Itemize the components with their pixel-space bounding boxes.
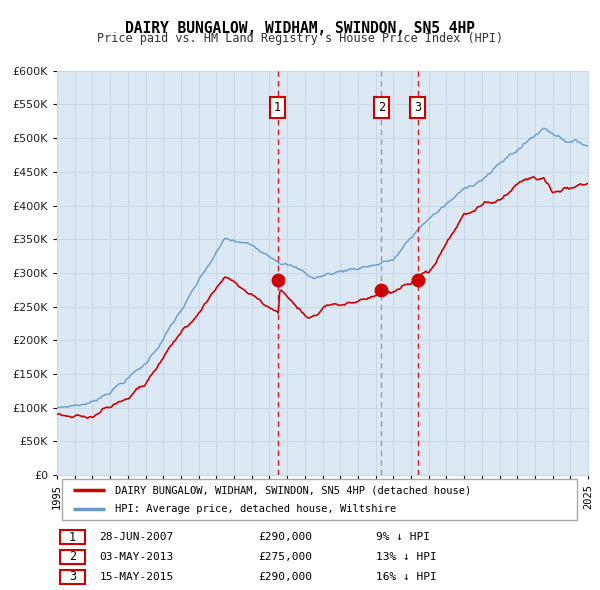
Text: £290,000: £290,000 <box>259 572 313 582</box>
Text: 16% ↓ HPI: 16% ↓ HPI <box>376 572 436 582</box>
Text: £275,000: £275,000 <box>259 552 313 562</box>
Text: 2: 2 <box>69 550 76 563</box>
Text: Price paid vs. HM Land Registry's House Price Index (HPI): Price paid vs. HM Land Registry's House … <box>97 32 503 45</box>
Text: 15-MAY-2015: 15-MAY-2015 <box>100 572 174 582</box>
FancyBboxPatch shape <box>59 550 85 564</box>
Text: 3: 3 <box>69 571 76 584</box>
Text: 1: 1 <box>274 101 281 114</box>
FancyBboxPatch shape <box>59 530 85 545</box>
Text: 9% ↓ HPI: 9% ↓ HPI <box>376 532 430 542</box>
Text: 2: 2 <box>378 101 385 114</box>
Text: 13% ↓ HPI: 13% ↓ HPI <box>376 552 436 562</box>
Text: DAIRY BUNGALOW, WIDHAM, SWINDON, SN5 4HP (detached house): DAIRY BUNGALOW, WIDHAM, SWINDON, SN5 4HP… <box>115 486 472 496</box>
Text: 03-MAY-2013: 03-MAY-2013 <box>100 552 174 562</box>
Text: 3: 3 <box>414 101 421 114</box>
FancyBboxPatch shape <box>62 478 577 520</box>
FancyBboxPatch shape <box>59 569 85 584</box>
Text: 28-JUN-2007: 28-JUN-2007 <box>100 532 174 542</box>
Text: HPI: Average price, detached house, Wiltshire: HPI: Average price, detached house, Wilt… <box>115 504 397 514</box>
Text: £290,000: £290,000 <box>259 532 313 542</box>
Text: 1: 1 <box>69 530 76 543</box>
Text: DAIRY BUNGALOW, WIDHAM, SWINDON, SN5 4HP: DAIRY BUNGALOW, WIDHAM, SWINDON, SN5 4HP <box>125 21 475 35</box>
